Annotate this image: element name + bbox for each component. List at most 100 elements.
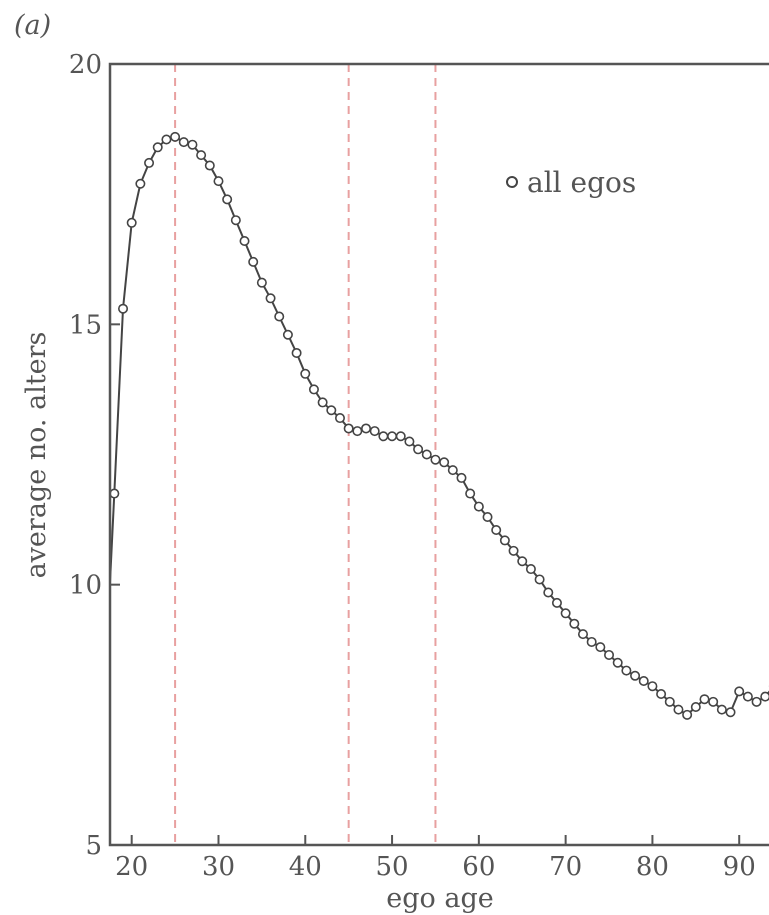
data-point bbox=[595, 642, 606, 653]
data-point bbox=[682, 709, 693, 720]
y-tick-labels: 5 10 15 20 bbox=[69, 50, 102, 861]
data-point bbox=[725, 707, 736, 718]
plot-frame bbox=[108, 62, 769, 847]
data-point bbox=[534, 574, 545, 585]
data-point bbox=[135, 178, 146, 189]
data-point bbox=[638, 675, 649, 686]
legend-label: all egos bbox=[527, 166, 636, 199]
y-tick-label: 20 bbox=[69, 50, 102, 80]
data-point bbox=[178, 137, 189, 148]
data-point bbox=[395, 431, 406, 442]
data-point bbox=[239, 236, 250, 247]
data-point bbox=[569, 618, 580, 629]
x-tick-label: 60 bbox=[462, 852, 495, 882]
data-point bbox=[699, 694, 710, 705]
data-point bbox=[465, 488, 476, 499]
data-point bbox=[387, 431, 398, 442]
data-point bbox=[664, 696, 675, 707]
data-point bbox=[656, 689, 667, 700]
data-point bbox=[300, 368, 311, 379]
data-point bbox=[274, 311, 285, 322]
data-point bbox=[378, 431, 389, 442]
data-point bbox=[439, 457, 450, 468]
data-point bbox=[196, 150, 207, 161]
data-point bbox=[187, 139, 198, 150]
data-point bbox=[543, 587, 554, 598]
x-tick-label: 40 bbox=[289, 852, 322, 882]
data-point bbox=[430, 454, 441, 465]
x-tick-label: 70 bbox=[549, 852, 582, 882]
x-axis-title: ego age bbox=[386, 883, 493, 914]
y-axis-title: average no. alters bbox=[21, 332, 52, 579]
data-point bbox=[708, 696, 719, 707]
data-point bbox=[152, 142, 163, 153]
data-point bbox=[751, 696, 762, 707]
data-point bbox=[213, 176, 224, 187]
reference-lines bbox=[174, 64, 437, 845]
data-point bbox=[222, 194, 233, 205]
x-tick-label: 80 bbox=[636, 852, 669, 882]
data-point bbox=[612, 657, 623, 668]
data-point bbox=[326, 405, 337, 416]
x-tick-label: 30 bbox=[202, 852, 235, 882]
legend-marker bbox=[506, 176, 518, 188]
data-point bbox=[352, 426, 363, 437]
data-point bbox=[317, 397, 328, 408]
x-tick-labels: 20 30 40 50 60 70 80 90 bbox=[115, 852, 756, 882]
data-point bbox=[673, 704, 684, 715]
data-point bbox=[421, 449, 432, 460]
data-point bbox=[369, 426, 380, 437]
data-point bbox=[630, 670, 641, 681]
data-point bbox=[282, 329, 293, 340]
data-point bbox=[647, 681, 658, 692]
data-point bbox=[456, 472, 467, 483]
data-point bbox=[482, 511, 493, 522]
data-point bbox=[204, 160, 215, 171]
data-point bbox=[230, 215, 241, 226]
y-tick-label: 5 bbox=[85, 831, 102, 861]
data-point bbox=[508, 545, 519, 556]
data-point bbox=[308, 384, 319, 395]
data-point bbox=[248, 256, 259, 267]
data-point bbox=[473, 501, 484, 512]
data-point bbox=[118, 303, 129, 314]
data-point bbox=[109, 488, 120, 499]
data-point bbox=[170, 131, 181, 142]
data-point bbox=[491, 524, 502, 535]
data-point bbox=[577, 629, 588, 640]
data-point bbox=[499, 535, 510, 546]
data-point bbox=[742, 691, 753, 702]
legend: all egos bbox=[506, 166, 636, 199]
data-point bbox=[334, 413, 345, 424]
data-point bbox=[690, 702, 701, 713]
y-tick-label: 10 bbox=[69, 571, 102, 601]
data-point bbox=[343, 423, 354, 434]
data-point bbox=[517, 556, 528, 567]
data-point bbox=[161, 134, 172, 145]
data-point bbox=[760, 691, 769, 702]
data-point bbox=[256, 277, 267, 288]
x-tick-label: 90 bbox=[723, 852, 756, 882]
data-point bbox=[447, 465, 458, 476]
data-point bbox=[291, 347, 302, 358]
data-point bbox=[586, 636, 597, 647]
series-line-0 bbox=[109, 135, 769, 717]
data-point bbox=[525, 564, 536, 575]
data-point bbox=[551, 597, 562, 608]
panel-label: (a) bbox=[14, 10, 51, 41]
y-tick-label: 15 bbox=[69, 310, 102, 340]
series-layer bbox=[109, 131, 769, 720]
data-point bbox=[413, 444, 424, 455]
data-point bbox=[604, 649, 615, 660]
data-point bbox=[361, 423, 372, 434]
data-point bbox=[265, 293, 276, 304]
data-point bbox=[560, 608, 571, 619]
x-tick-label: 20 bbox=[115, 852, 148, 882]
data-point bbox=[734, 686, 745, 697]
data-point bbox=[126, 217, 137, 228]
data-point bbox=[404, 436, 415, 447]
data-point bbox=[621, 665, 632, 676]
data-point bbox=[144, 157, 155, 168]
data-point bbox=[716, 704, 727, 715]
x-tick-label: 50 bbox=[376, 852, 409, 882]
